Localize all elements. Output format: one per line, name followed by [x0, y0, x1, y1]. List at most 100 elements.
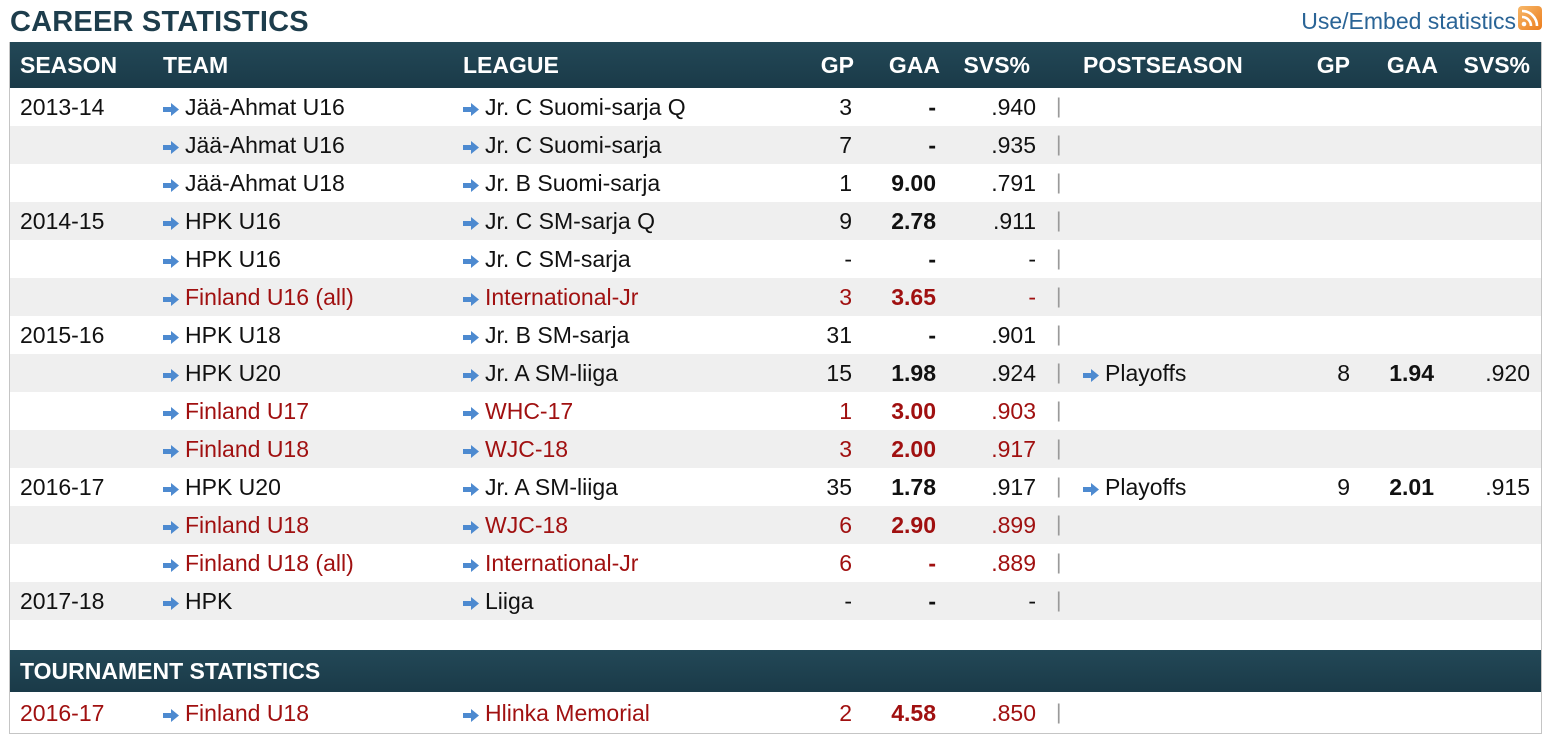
league-name: Jr. C Suomi-sarja Q	[485, 94, 686, 120]
gaa-cell: 9.00	[891, 170, 936, 196]
gp-cell: 6	[839, 512, 852, 538]
arrow-right-icon	[463, 483, 479, 496]
team-name: Jää-Ahmat U16	[185, 94, 345, 120]
arrow-right-icon	[463, 709, 479, 722]
team-link[interactable]: HPK U16	[163, 202, 281, 240]
arrow-right-icon	[163, 709, 179, 722]
league-name: Hlinka Memorial	[485, 700, 650, 726]
team-link[interactable]: HPK U20	[163, 354, 281, 392]
gaa-cell: 2.78	[891, 208, 936, 234]
team-name: Finland U18	[185, 700, 310, 726]
svs-cell: .940	[991, 94, 1036, 120]
svs-cell: .924	[991, 360, 1036, 386]
team-link[interactable]: HPK U20	[163, 468, 281, 506]
league-link[interactable]: Jr. A SM-liiga	[463, 468, 618, 506]
league-name: International-Jr	[485, 284, 639, 310]
svs-cell: .791	[991, 170, 1036, 196]
league-name: WJC-18	[485, 512, 569, 538]
header-post-svs: SVS%	[1463, 52, 1530, 78]
column-separator: |	[1056, 701, 1062, 724]
arrow-right-icon	[463, 141, 479, 154]
post-gp-cell: 8	[1337, 360, 1350, 386]
team-name: Jää-Ahmat U16	[185, 132, 345, 158]
gp-cell: 35	[826, 474, 852, 500]
postseason-link[interactable]: Playoffs	[1083, 354, 1186, 392]
league-name: Jr. C SM-sarja Q	[485, 208, 655, 234]
league-name: Jr. A SM-liiga	[485, 360, 618, 386]
season-cell: 2014-15	[20, 208, 105, 234]
league-link[interactable]: WHC-17	[463, 392, 573, 430]
table-row: 2013-14 Jää-Ahmat U16 Jr. C Suomi-sarja Q 3…	[10, 88, 1541, 126]
team-name: HPK U18	[185, 322, 281, 348]
table-row: Finland U16 (all) International-Jr 3 3.65 - |	[10, 278, 1541, 316]
team-name: HPK U20	[185, 360, 281, 386]
league-link[interactable]: International-Jr	[463, 544, 638, 582]
team-link[interactable]: HPK U18	[163, 316, 281, 354]
team-link[interactable]: Finland U18	[163, 430, 309, 468]
league-link[interactable]: Jr. A SM-liiga	[463, 354, 618, 392]
league-link[interactable]: Jr. C SM-sarja	[463, 240, 631, 278]
gp-cell: -	[844, 588, 852, 614]
league-link[interactable]: International-Jr	[463, 278, 638, 316]
league-link[interactable]: Jr. B Suomi-sarja	[463, 164, 660, 202]
table-row: 2016-17 Finland U18 Hlinka Memorial 2 4.58 .8…	[10, 694, 1541, 732]
table-row: Finland U18 (all) International-Jr 6 - .889 |	[10, 544, 1541, 582]
table-row: Jää-Ahmat U18 Jr. B Suomi-sarja 1 9.00 .791 |	[10, 164, 1541, 202]
column-separator: |	[1056, 133, 1062, 156]
table-row: Finland U17 WHC-17 1 3.00 .903 |	[10, 392, 1541, 430]
team-name: Finland U16 (all)	[185, 284, 354, 310]
gaa-cell: 3.00	[891, 398, 936, 424]
svs-cell: .850	[991, 700, 1036, 726]
column-separator: |	[1056, 171, 1062, 194]
team-link[interactable]: Jää-Ahmat U16	[163, 126, 345, 164]
league-link[interactable]: Jr. C Suomi-sarja	[463, 126, 661, 164]
team-link[interactable]: Finland U18	[163, 506, 309, 544]
gp-cell: 31	[826, 322, 852, 348]
team-link[interactable]: Jää-Ahmat U18	[163, 164, 345, 202]
arrow-right-icon	[163, 179, 179, 192]
svs-cell: .901	[991, 322, 1036, 348]
post-svs-cell: .920	[1485, 360, 1530, 386]
tournament-title: TOURNAMENT STATISTICS	[20, 658, 321, 684]
league-link[interactable]: Liiga	[463, 582, 534, 620]
team-link[interactable]: HPK	[163, 582, 232, 620]
svs-cell: .899	[991, 512, 1036, 538]
league-name: Jr. C Suomi-sarja	[485, 132, 662, 158]
column-separator: |	[1056, 399, 1062, 422]
arrow-right-icon	[163, 217, 179, 230]
gaa-cell: -	[928, 132, 936, 158]
column-separator: |	[1056, 589, 1062, 612]
league-link[interactable]: Hlinka Memorial	[463, 694, 650, 732]
arrow-right-icon	[163, 141, 179, 154]
team-link[interactable]: Jää-Ahmat U16	[163, 88, 345, 126]
season-cell: 2016-17	[20, 700, 105, 726]
arrow-right-icon	[163, 559, 179, 572]
league-link[interactable]: Jr. C SM-sarja Q	[463, 202, 655, 240]
use-embed-statistics-link[interactable]: Use/Embed statistics	[1301, 8, 1516, 34]
league-link[interactable]: Jr. C Suomi-sarja Q	[463, 88, 686, 126]
title-row: CAREER STATISTICS Use/Embed statistics	[10, 2, 1542, 42]
column-separator: |	[1056, 475, 1062, 498]
team-link[interactable]: Finland U18	[163, 694, 309, 732]
league-link[interactable]: Jr. B SM-sarja	[463, 316, 629, 354]
team-link[interactable]: Finland U17	[163, 392, 309, 430]
team-link[interactable]: Finland U18 (all)	[163, 544, 354, 582]
postseason-name: Playoffs	[1105, 360, 1187, 386]
page-title: CAREER STATISTICS	[10, 6, 309, 38]
column-separator: |	[1056, 323, 1062, 346]
arrow-right-icon	[463, 521, 479, 534]
postseason-link[interactable]: Playoffs	[1083, 468, 1186, 506]
league-link[interactable]: WJC-18	[463, 506, 568, 544]
column-separator: |	[1056, 95, 1062, 118]
arrow-right-icon	[463, 255, 479, 268]
rss-icon[interactable]	[1518, 6, 1542, 30]
gp-cell: 9	[839, 208, 852, 234]
league-link[interactable]: WJC-18	[463, 430, 568, 468]
career-table-header: SEASON TEAM LEAGUE GP GAA SVS% POSTSEASO…	[10, 42, 1541, 88]
gp-cell: 7	[839, 132, 852, 158]
team-link[interactable]: HPK U16	[163, 240, 281, 278]
season-cell: 2015-16	[20, 322, 105, 348]
header-post-gaa: GAA	[1386, 52, 1438, 78]
team-link[interactable]: Finland U16 (all)	[163, 278, 354, 316]
table-row: HPK U20 Jr. A SM-liiga 15 1.98 .924 | Playoffs…	[10, 354, 1541, 392]
